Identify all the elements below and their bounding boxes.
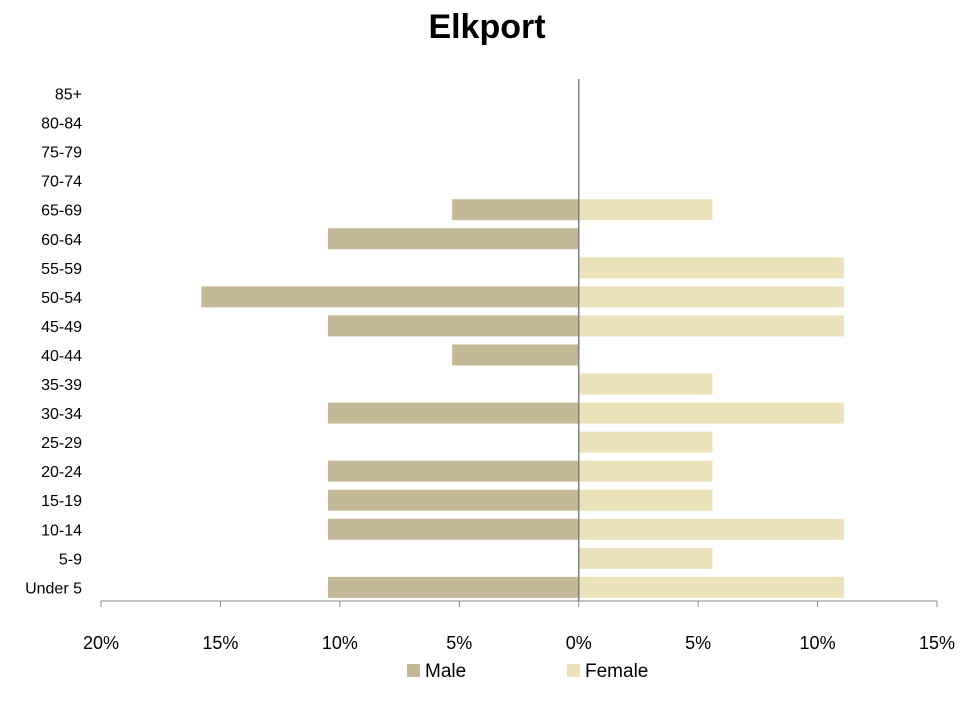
chart-title: Elkport	[428, 8, 545, 46]
category-label: 35-39	[41, 377, 82, 394]
category-label: 20-24	[41, 464, 82, 481]
bar-female-25-29	[578, 431, 713, 453]
category-label: Under 5	[25, 580, 82, 597]
category-label: 85+	[55, 87, 82, 104]
bar-female-50-54	[578, 286, 844, 308]
category-label: 65-69	[41, 203, 82, 220]
x-tick-label: 5%	[446, 633, 472, 653]
category-label: 30-34	[41, 406, 82, 423]
legend-swatch-male	[407, 664, 420, 677]
x-tick-label: 15%	[202, 633, 238, 653]
bar-male-65-69	[452, 199, 579, 221]
bar-female-30-34	[578, 402, 844, 424]
bar-female-15-19	[578, 489, 713, 511]
category-label: 10-14	[41, 522, 82, 539]
bar-female-65-69	[578, 199, 713, 221]
category-label: 75-79	[41, 145, 82, 162]
bar-male-10-14	[327, 518, 579, 540]
bar-female-10-14	[578, 518, 844, 540]
legend-label-female: Female	[585, 661, 648, 682]
category-label: 80-84	[41, 116, 82, 133]
category-label: 55-59	[41, 261, 82, 278]
bar-male-60-64	[327, 228, 579, 250]
bar-male-under-5	[327, 576, 579, 598]
category-label: 45-49	[41, 319, 82, 336]
bar-female-5-9	[578, 547, 713, 569]
bar-female-35-39	[578, 373, 713, 395]
bar-female-under-5	[578, 576, 844, 598]
bar-male-40-44	[452, 344, 579, 366]
x-tick-label: 5%	[685, 633, 711, 653]
x-tick-label: 10%	[800, 633, 836, 653]
category-label: 70-74	[41, 174, 82, 191]
legend: Male Female	[407, 661, 648, 682]
bar-female-45-49	[578, 315, 844, 337]
axis-layer: 20% 15% 10% 5% 0% 5% 10% 15%	[83, 79, 955, 653]
x-tick-label: 0%	[566, 633, 592, 653]
legend-swatch-female	[567, 664, 580, 677]
bar-female-55-59	[578, 257, 844, 279]
x-tick-label: 15%	[919, 633, 955, 653]
category-label: 60-64	[41, 232, 82, 249]
category-label: 40-44	[41, 348, 82, 365]
x-tick-label: 10%	[322, 633, 358, 653]
bar-male-15-19	[327, 489, 579, 511]
category-label: 15-19	[41, 493, 82, 510]
bar-male-20-24	[327, 460, 579, 482]
category-label: 5-9	[59, 551, 82, 568]
category-label: 50-54	[41, 290, 82, 307]
bar-male-30-34	[327, 402, 579, 424]
bars-layer	[201, 199, 844, 598]
bar-male-45-49	[327, 315, 579, 337]
category-label: 25-29	[41, 435, 82, 452]
bar-female-20-24	[578, 460, 713, 482]
x-tick-label: 20%	[83, 633, 119, 653]
legend-label-male: Male	[425, 661, 466, 682]
category-labels: Under 5 5-9 10-14 15-19 20-24 25-29 30-34 35-39…	[25, 87, 82, 598]
bar-male-50-54	[201, 286, 579, 308]
